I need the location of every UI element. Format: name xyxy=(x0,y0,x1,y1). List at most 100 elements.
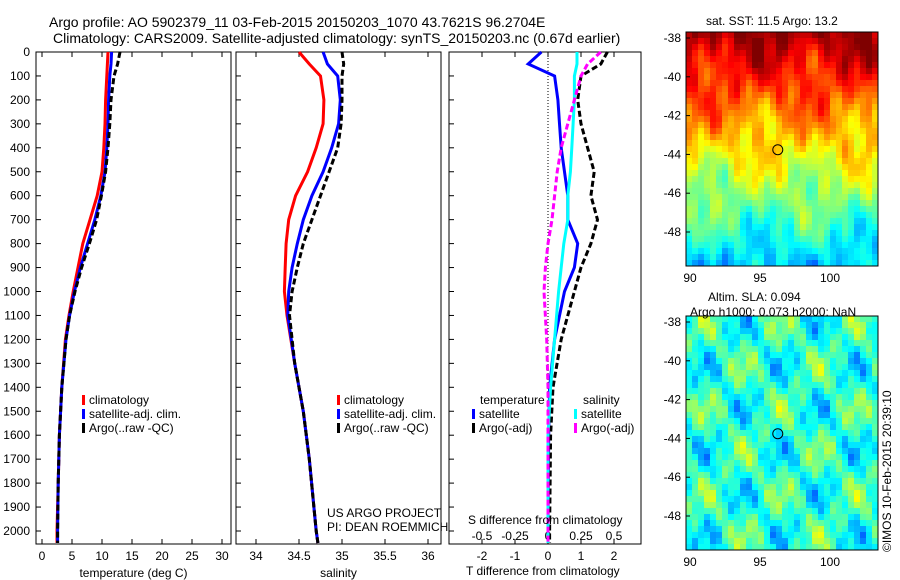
sst-cell xyxy=(722,176,728,182)
sla-cell xyxy=(752,526,758,532)
x-axis-label: salinity xyxy=(320,566,357,580)
sst-cell xyxy=(740,38,746,44)
sla-cell xyxy=(824,514,830,520)
depth-tick-label: 1000 xyxy=(3,285,30,299)
sst-cell xyxy=(818,140,824,146)
sst-cell xyxy=(764,200,770,206)
sla-cell xyxy=(728,478,734,484)
sst-cell xyxy=(854,206,860,212)
sla-cell xyxy=(794,412,800,418)
sla-cell xyxy=(788,388,794,394)
sst-cell xyxy=(866,200,872,206)
sst-cell xyxy=(728,110,734,116)
sla-cell xyxy=(860,316,866,322)
sla-cell xyxy=(818,424,824,430)
sla-cell xyxy=(752,322,758,328)
sla-cell xyxy=(842,328,848,334)
sla-cell xyxy=(842,346,848,352)
sla-cell xyxy=(692,424,698,430)
sst-cell xyxy=(758,164,764,170)
sst-cell xyxy=(776,92,782,98)
sst-cell xyxy=(722,236,728,242)
series-line-argo-raw-qc- xyxy=(287,51,346,544)
sst-cell xyxy=(794,248,800,254)
sst-cell xyxy=(692,254,698,260)
sla-cell xyxy=(806,400,812,406)
sst-cell xyxy=(866,56,872,62)
sst-cell xyxy=(716,176,722,182)
sla-cell xyxy=(764,454,770,460)
sla-cell xyxy=(752,316,758,322)
sla-cell xyxy=(830,388,836,394)
sst-cell xyxy=(716,98,722,104)
sla-cell xyxy=(776,502,782,508)
sla-cell xyxy=(818,394,824,400)
sst-cell xyxy=(824,86,830,92)
sst-cell xyxy=(764,230,770,236)
sst-cell xyxy=(776,32,782,38)
sla-cell xyxy=(770,340,776,346)
sla-cell xyxy=(872,484,878,490)
sla-cell xyxy=(788,460,794,466)
sla-cell xyxy=(746,388,752,394)
sst-cell xyxy=(710,182,716,188)
sst-cell xyxy=(770,92,776,98)
sla-cell xyxy=(716,484,722,490)
sla-cell xyxy=(812,376,818,382)
sst-cell xyxy=(830,200,836,206)
sst-cell xyxy=(782,62,788,68)
sst-cell xyxy=(812,188,818,194)
sla-cell xyxy=(764,472,770,478)
sst-cell xyxy=(860,230,866,236)
sst-cell xyxy=(716,248,722,254)
sla-cell xyxy=(806,496,812,502)
sst-cell xyxy=(860,248,866,254)
sla-cell xyxy=(782,514,788,520)
sst-cell xyxy=(818,80,824,86)
sst-cell xyxy=(800,176,806,182)
sla-cell xyxy=(872,334,878,340)
sst-cell xyxy=(830,230,836,236)
sst-cell xyxy=(692,164,698,170)
sst-cell xyxy=(800,80,806,86)
sla-cell xyxy=(728,502,734,508)
sst-cell xyxy=(806,206,812,212)
sla-cell xyxy=(698,328,704,334)
sst-lon-label: 95 xyxy=(753,271,767,285)
sst-cell xyxy=(764,98,770,104)
sst-cell xyxy=(800,140,806,146)
sla-cell xyxy=(854,358,860,364)
sst-cell xyxy=(740,224,746,230)
sla-cell xyxy=(758,406,764,412)
sla-cell xyxy=(770,508,776,514)
sst-cell xyxy=(788,44,794,50)
sst-cell xyxy=(770,68,776,74)
sst-cell xyxy=(722,182,728,188)
sla-cell xyxy=(704,328,710,334)
sst-cell xyxy=(824,80,830,86)
sst-cell xyxy=(764,188,770,194)
sla-cell xyxy=(722,376,728,382)
sla-cell xyxy=(800,316,806,322)
sst-cell xyxy=(854,254,860,260)
sst-cell xyxy=(740,194,746,200)
sla-cell xyxy=(824,496,830,502)
sla-cell xyxy=(806,484,812,490)
sla-cell xyxy=(758,418,764,424)
sst-cell xyxy=(722,242,728,248)
depth-tick-label: 1900 xyxy=(3,500,30,514)
sst-cell xyxy=(800,116,806,122)
sst-cell xyxy=(812,260,818,266)
sst-cell xyxy=(806,32,812,38)
sla-cell xyxy=(722,370,728,376)
sst-cell xyxy=(812,248,818,254)
sla-cell xyxy=(692,352,698,358)
sla-cell xyxy=(782,358,788,364)
sla-cell xyxy=(848,430,854,436)
sal-legend-swatch xyxy=(337,395,340,405)
sla-cell xyxy=(872,340,878,346)
sla-cell xyxy=(740,352,746,358)
sla-cell xyxy=(776,328,782,334)
sla-cell xyxy=(686,418,692,424)
sst-cell xyxy=(848,164,854,170)
